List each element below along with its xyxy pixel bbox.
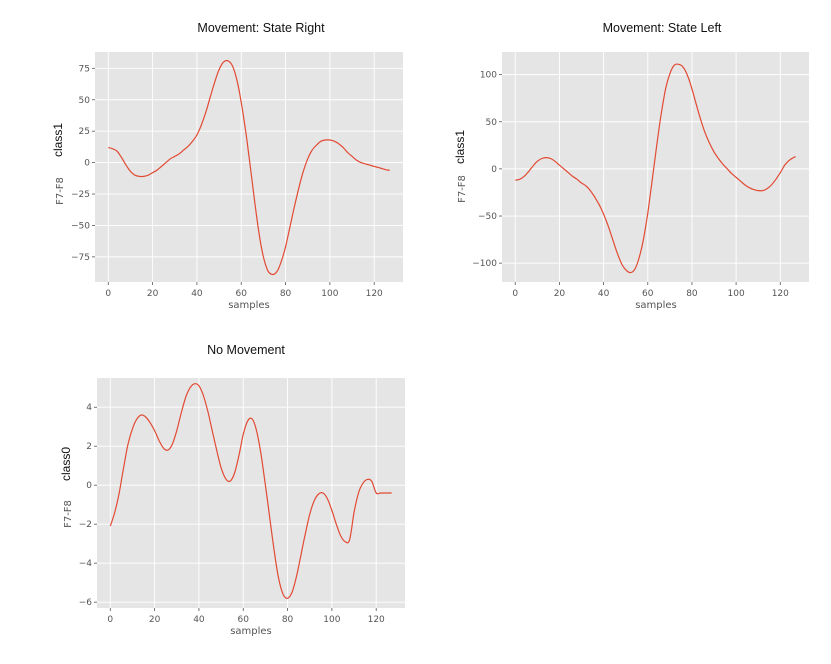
y-tick-label: −2 bbox=[79, 520, 92, 530]
y-tick-label: 2 bbox=[86, 442, 92, 452]
chart-title: Movement: State Right bbox=[197, 21, 325, 35]
chart-title: Movement: State Left bbox=[603, 21, 722, 35]
y-tick-label: 100 bbox=[480, 71, 497, 81]
x-tick-label: 20 bbox=[147, 289, 159, 299]
x-tick-label: 100 bbox=[323, 615, 340, 625]
x-tick-label: 60 bbox=[236, 289, 248, 299]
y-tick-label: −75 bbox=[71, 253, 90, 263]
x-tick-label: 0 bbox=[107, 615, 113, 625]
y-tick-label: −100 bbox=[472, 259, 497, 269]
chart-title: No Movement bbox=[207, 343, 285, 357]
chart-movement-state-left: Movement: State Left samples class1 F7-F… bbox=[453, 21, 809, 311]
y-tick-label: 0 bbox=[491, 165, 497, 175]
x-tick-label: 80 bbox=[280, 289, 292, 299]
x-tick-label: 60 bbox=[642, 289, 654, 299]
x-tick-label: 80 bbox=[686, 289, 698, 299]
x-tick-label: 100 bbox=[728, 289, 745, 299]
y-tick-label: 0 bbox=[86, 481, 92, 491]
y-tick-label: −25 bbox=[71, 190, 90, 200]
y-tick-label: −50 bbox=[478, 212, 497, 222]
x-tick-label: 20 bbox=[149, 615, 161, 625]
x-tick-label: 20 bbox=[554, 289, 566, 299]
y-tick-label: −6 bbox=[79, 598, 93, 608]
y-tick-label: 50 bbox=[79, 96, 91, 106]
x-axis-label: samples bbox=[228, 300, 270, 311]
chart-no-movement: No Movement samples class0 F7-F8 0 20 40 60… bbox=[59, 343, 405, 637]
x-tick-label: 40 bbox=[598, 289, 610, 299]
y-tick-label: −4 bbox=[79, 559, 93, 569]
y-tick-label: 4 bbox=[86, 403, 92, 413]
x-tick-label: 80 bbox=[282, 615, 294, 625]
y-axis-label-main: class0 bbox=[59, 447, 73, 481]
y-axis-label-sub: F7-F8 bbox=[457, 175, 468, 203]
y-tick-label: 50 bbox=[486, 118, 498, 128]
x-tick-label: 0 bbox=[105, 289, 111, 299]
series-line bbox=[108, 59, 390, 276]
x-tick-label: 40 bbox=[193, 615, 205, 625]
y-axis-label-main: class1 bbox=[51, 123, 65, 157]
plot-area bbox=[95, 52, 403, 282]
y-tick-label: −50 bbox=[71, 221, 90, 231]
series-line bbox=[515, 63, 797, 274]
x-axis-label: samples bbox=[635, 300, 677, 311]
chart-movement-state-right: Movement: State Right samples class1 F7-… bbox=[51, 21, 403, 311]
x-tick-label: 100 bbox=[321, 289, 338, 299]
y-tick-label: 75 bbox=[79, 64, 90, 74]
x-tick-label: 120 bbox=[772, 289, 789, 299]
x-tick-label: 120 bbox=[368, 615, 385, 625]
y-tick-label: 0 bbox=[84, 159, 90, 169]
plot-area bbox=[97, 378, 405, 608]
plot-area bbox=[502, 52, 809, 282]
x-tick-label: 40 bbox=[191, 289, 203, 299]
y-axis-label-main: class1 bbox=[453, 130, 467, 164]
x-tick-label: 60 bbox=[238, 615, 250, 625]
x-tick-label: 0 bbox=[512, 289, 518, 299]
series-line bbox=[109, 383, 392, 599]
x-tick-label: 120 bbox=[366, 289, 383, 299]
y-axis-label-sub: F7-F8 bbox=[63, 500, 74, 528]
y-axis-label-sub: F7-F8 bbox=[55, 177, 66, 205]
x-axis-label: samples bbox=[230, 626, 272, 637]
y-tick-label: 25 bbox=[79, 127, 90, 137]
